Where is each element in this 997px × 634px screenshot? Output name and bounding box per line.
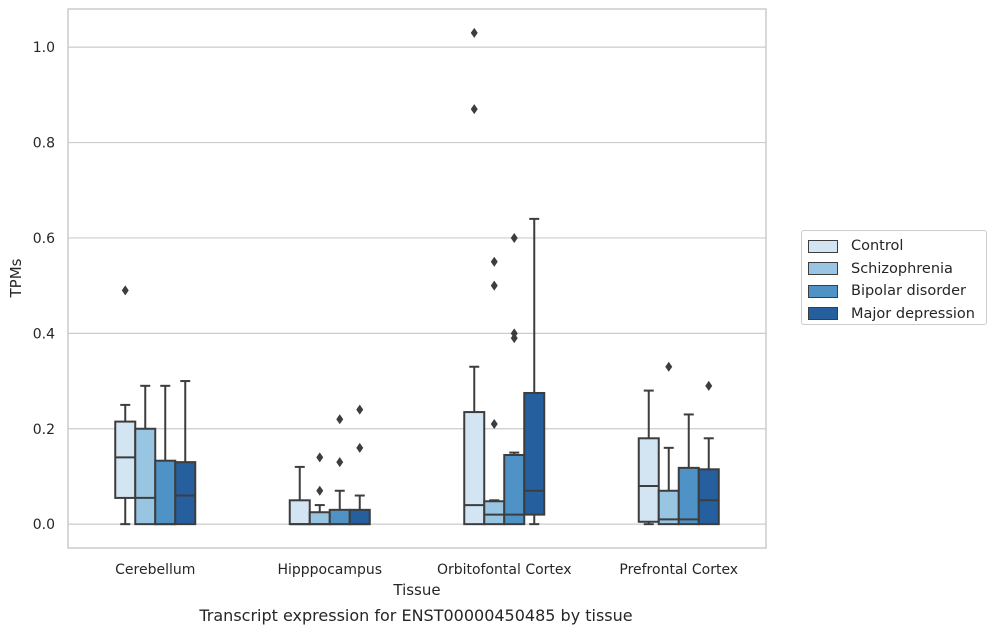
x-tick-label: Cerebellum <box>115 562 195 578</box>
box-iqr <box>483 500 506 526</box>
legend-swatch <box>808 307 838 321</box>
box-major-depression <box>523 217 546 526</box>
legend-swatch <box>808 262 838 276</box>
legend: Control Schizophrenia Bipolar disorder M… <box>801 230 987 325</box>
box-iqr <box>114 420 137 499</box>
outlier-point <box>665 361 673 372</box>
box-major-depression <box>697 380 720 526</box>
outlier-point <box>510 328 518 339</box>
legend-item-control: Control <box>808 235 986 258</box>
legend-swatch <box>808 284 838 298</box>
box-iqr <box>523 391 546 516</box>
outlier-point <box>490 280 498 291</box>
legend-item-schizophrenia: Schizophrenia <box>808 258 986 281</box>
box-iqr <box>328 508 351 526</box>
box-control <box>637 389 660 526</box>
box-schizophrenia <box>134 384 157 526</box>
box-bipolar-disorder <box>154 384 177 526</box>
box-iqr <box>174 461 197 526</box>
box-major-depression <box>174 380 197 526</box>
y-tick-label: 0.6 <box>33 231 55 247</box>
outlier-point <box>336 457 344 468</box>
outlier-point <box>490 256 498 267</box>
outlier-point <box>705 380 713 391</box>
outlier-point <box>316 485 324 496</box>
outlier-point <box>356 404 364 415</box>
box-bipolar-disorder <box>677 413 700 526</box>
plot-frame <box>67 8 767 549</box>
box-bipolar-disorder <box>503 232 526 526</box>
x-tick-label: Orbitofontal Cortex <box>437 562 572 578</box>
outlier-point <box>490 418 498 429</box>
y-tick-label: 1.0 <box>33 40 55 56</box>
box-control <box>288 465 311 526</box>
box-iqr <box>637 437 660 523</box>
outlier-point <box>336 414 344 425</box>
box-iqr <box>348 508 371 526</box>
box-control <box>114 285 137 526</box>
outlier-point <box>356 442 364 453</box>
x-tick-label: Hipppocampus <box>277 562 382 578</box>
box-control <box>463 27 486 526</box>
y-tick-label: 0.8 <box>33 136 55 152</box>
legend-swatch <box>808 239 838 253</box>
box-schizophrenia <box>657 361 680 526</box>
legend-item-bipolar-disorder: Bipolar disorder <box>808 280 986 303</box>
legend-item-major-depression: Major depression <box>808 303 986 326</box>
legend-label: Control <box>851 238 904 255</box>
outlier-point <box>316 452 324 463</box>
box-iqr <box>288 499 311 526</box>
y-tick-labels: 0.0 0.2 0.4 0.6 0.8 1.0 <box>33 40 55 533</box>
box-schizophrenia <box>483 256 506 526</box>
legend-label: Bipolar disorder <box>851 283 966 300</box>
outlier-point <box>510 232 518 243</box>
box-iqr <box>154 459 177 526</box>
x-tick-labels: Cerebellum Hipppocampus Orbitofontal Corte… <box>115 562 738 578</box>
outlier-point <box>121 285 129 296</box>
box-iqr <box>134 427 157 526</box>
outlier-point <box>470 104 478 115</box>
x-axis-label: Tissue <box>392 581 440 599</box>
gridlines <box>68 46 766 525</box>
y-tick-label: 0.4 <box>33 326 55 342</box>
box-major-depression <box>348 404 371 526</box>
legend-label: Schizophrenia <box>851 260 953 277</box>
y-tick-label: 0.0 <box>33 517 55 533</box>
outlier-point <box>470 27 478 38</box>
box-iqr <box>677 466 700 526</box>
y-axis-label: TPMs <box>7 258 25 298</box>
box-schizophrenia <box>308 452 331 526</box>
y-tick-label: 0.2 <box>33 422 55 438</box>
box-iqr <box>308 511 331 526</box>
chart-caption: Transcript expression for ENST0000045048… <box>199 606 633 625</box>
box-bipolar-disorder <box>328 414 351 526</box>
box-iqr <box>697 468 720 526</box>
boxes <box>114 27 720 526</box>
legend-label: Major depression <box>851 305 975 322</box>
x-tick-label: Prefrontal Cortex <box>619 562 738 578</box>
box-iqr <box>463 411 486 526</box>
